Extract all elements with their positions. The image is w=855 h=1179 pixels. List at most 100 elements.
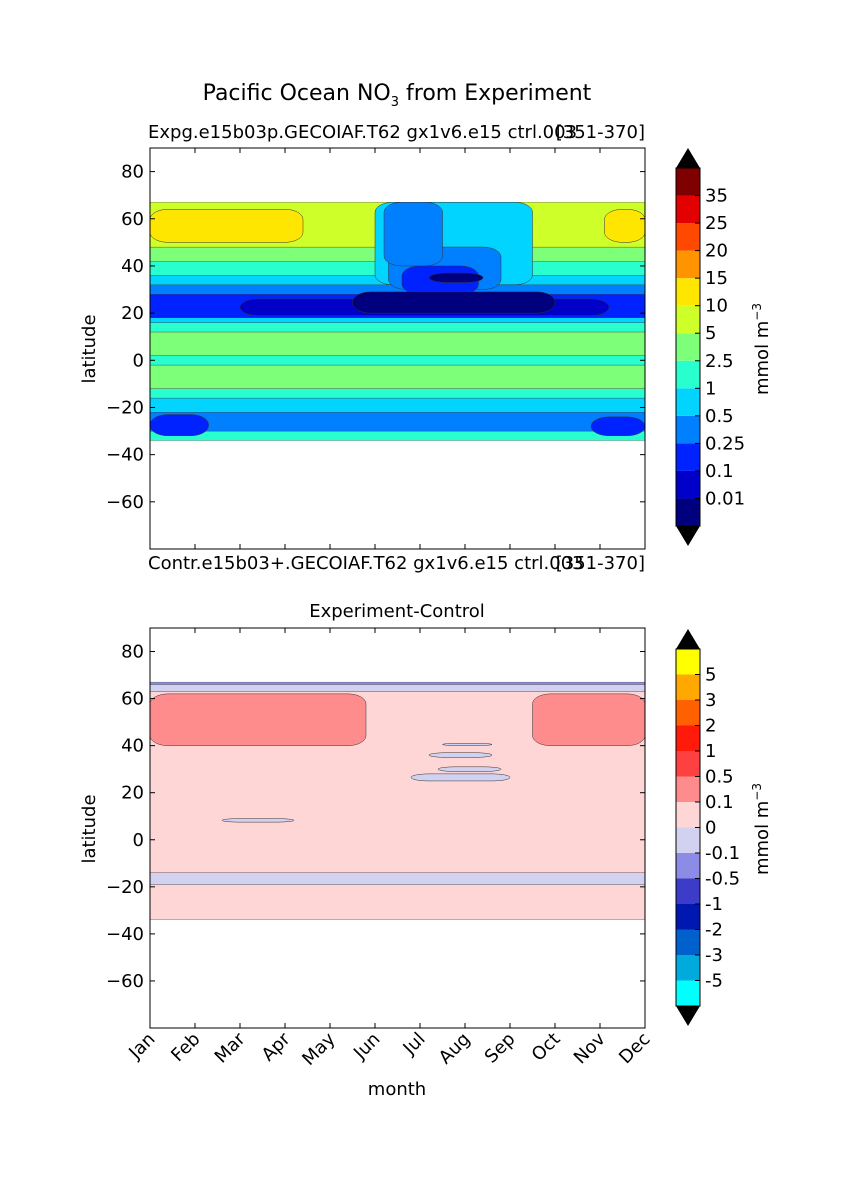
- top-colorbar-label-unit: mmol m: [752, 321, 773, 395]
- contour-patch: [410, 773, 511, 782]
- top-colorbar-label: mmol m−3: [750, 303, 773, 395]
- colorbar-extend-max: [676, 629, 700, 649]
- bottom-contour-plot: 80 60 40 20 0 −20 −40 −60 Jan Feb Mar Apr May Jun Jul A…: [106, 627, 655, 1070]
- x-tick-label: Sep: [481, 1029, 520, 1068]
- colorbar-segment: [676, 929, 700, 955]
- colorbar-tick-label: 0: [705, 818, 716, 839]
- bottom-colorbar: -5 -3 -2 -1 -0.5 -0.1 0 0.1 0.5 1 2 3 5: [675, 629, 740, 1026]
- y-tick-label: 0: [133, 350, 144, 371]
- colorbar-segment: [676, 853, 700, 879]
- contour-band: [149, 397, 646, 413]
- colorbar-tick-label: 20: [705, 241, 728, 262]
- colorbar-segment: [676, 827, 700, 853]
- colorbar-segment: [676, 443, 700, 471]
- top-colorbar: 0.01 0.1 0.25 0.5 1 2.5 5 10 15 20 25 35: [675, 148, 745, 546]
- colorbar-tick-label: 3: [705, 690, 716, 711]
- figure-title-main: Pacific Ocean NO: [203, 81, 391, 106]
- contour-patch: [437, 766, 502, 772]
- x-tick-label: Mar: [211, 1028, 250, 1067]
- colorbar-tick-label: -5: [705, 971, 723, 992]
- contour-patch: [149, 693, 367, 746]
- contour-patch: [383, 202, 443, 267]
- y-tick-label: 20: [121, 783, 144, 804]
- colorbar-frame: [675, 167, 701, 527]
- colorbar-tick-label: 2.5: [705, 351, 734, 372]
- x-tick-label: Jun: [349, 1029, 384, 1064]
- colorbar-segment: [676, 415, 700, 444]
- colorbar-tick-label: -2: [705, 920, 723, 941]
- x-tick-label: Aug: [435, 1029, 475, 1069]
- contour-band: [149, 331, 646, 356]
- bottom-colorbar-label: mmol m−3: [750, 783, 773, 875]
- x-tick-label: Oct: [528, 1029, 565, 1066]
- bottom-colorbar-label-unit: mmol m: [752, 801, 773, 875]
- colorbar-segment: [676, 700, 700, 726]
- colorbar-extend-min: [676, 1006, 700, 1026]
- colorbar-tick-label: 25: [705, 213, 728, 234]
- y-tick-label: 80: [121, 162, 144, 183]
- colorbar-tick-label: -0.1: [705, 843, 740, 864]
- bottom-x-axis-label: month: [368, 1079, 426, 1100]
- contour-band: [149, 684, 646, 692]
- colorbar-segment: [676, 649, 700, 675]
- colorbar-tick-label: -0.5: [705, 869, 740, 890]
- y-tick-label: −60: [106, 492, 144, 513]
- y-tick-label: −40: [106, 924, 144, 945]
- colorbar-segment: [676, 498, 700, 526]
- colorbar-segment: [676, 674, 700, 700]
- contour-band: [149, 872, 646, 885]
- contour-patch: [149, 209, 304, 243]
- contour-band: [149, 317, 646, 323]
- contour-band: [149, 355, 646, 366]
- colorbar-segment: [676, 904, 700, 930]
- colorbar-segment: [676, 278, 700, 306]
- bottom-y-axis-label: latitude: [79, 794, 100, 863]
- y-tick-label: 40: [121, 256, 144, 277]
- colorbar-segment: [676, 980, 700, 1006]
- x-tick-label: Jan: [124, 1029, 159, 1064]
- colorbar-segment: [676, 250, 700, 279]
- colorbar-tick-label: 0.1: [705, 461, 734, 482]
- top-panel-title-right: [351-370]: [556, 122, 645, 143]
- figure-title: Pacific Ocean NO3 from Experiment: [203, 81, 592, 110]
- colorbar-tick-label: 0.5: [705, 406, 734, 427]
- contour-patch: [221, 818, 295, 823]
- colorbar-tick-label: 1: [705, 741, 716, 762]
- contour-band: [149, 884, 646, 920]
- axes-frame: [149, 627, 646, 1029]
- x-tick-label: May: [298, 1028, 339, 1069]
- colorbar-tick-label: 1: [705, 378, 716, 399]
- top-contour-plot: 80 60 40 20 0 −20 −40 −60: [106, 147, 646, 550]
- contour-patch: [532, 693, 646, 746]
- colorbar-segment: [676, 725, 700, 751]
- contour-patch: [590, 416, 646, 437]
- contour-band: [149, 412, 646, 432]
- colorbar-extend-min: [676, 526, 700, 546]
- colorbar-tick-label: 35: [705, 186, 728, 207]
- colorbar-segment: [676, 333, 700, 361]
- colorbar-segment: [676, 305, 700, 334]
- contour-band: [149, 430, 646, 441]
- y-tick-label: 0: [133, 830, 144, 851]
- colorbar-tick-label: 15: [705, 268, 728, 289]
- contour-patch: [352, 291, 556, 314]
- colorbar-tick-label: 5: [705, 665, 716, 686]
- contour-patch: [149, 414, 209, 437]
- colorbar-tick-label: 0.5: [705, 767, 734, 788]
- y-tick-label: −60: [106, 971, 144, 992]
- colorbar-tick-label: 5: [705, 323, 716, 344]
- axes-frame: [149, 147, 646, 550]
- y-tick-label: 60: [121, 689, 144, 710]
- contour-patch: [604, 209, 646, 243]
- colorbar-segment: [676, 878, 700, 904]
- figure-title-subscript: 3: [391, 95, 399, 110]
- y-tick-label: 80: [121, 642, 144, 663]
- y-tick-label: −20: [106, 397, 144, 418]
- top-panel-footer-left: Contr.e15b03+.GECOIAF.T62 gx1v6.e15 ctrl…: [148, 553, 584, 574]
- colorbar-segment: [676, 223, 700, 251]
- colorbar-tick-label: 0.25: [705, 433, 745, 454]
- colorbar-tick-label: 0.01: [705, 488, 745, 509]
- figure-title-tail: from Experiment: [399, 81, 592, 106]
- x-tick-label: Feb: [167, 1029, 204, 1066]
